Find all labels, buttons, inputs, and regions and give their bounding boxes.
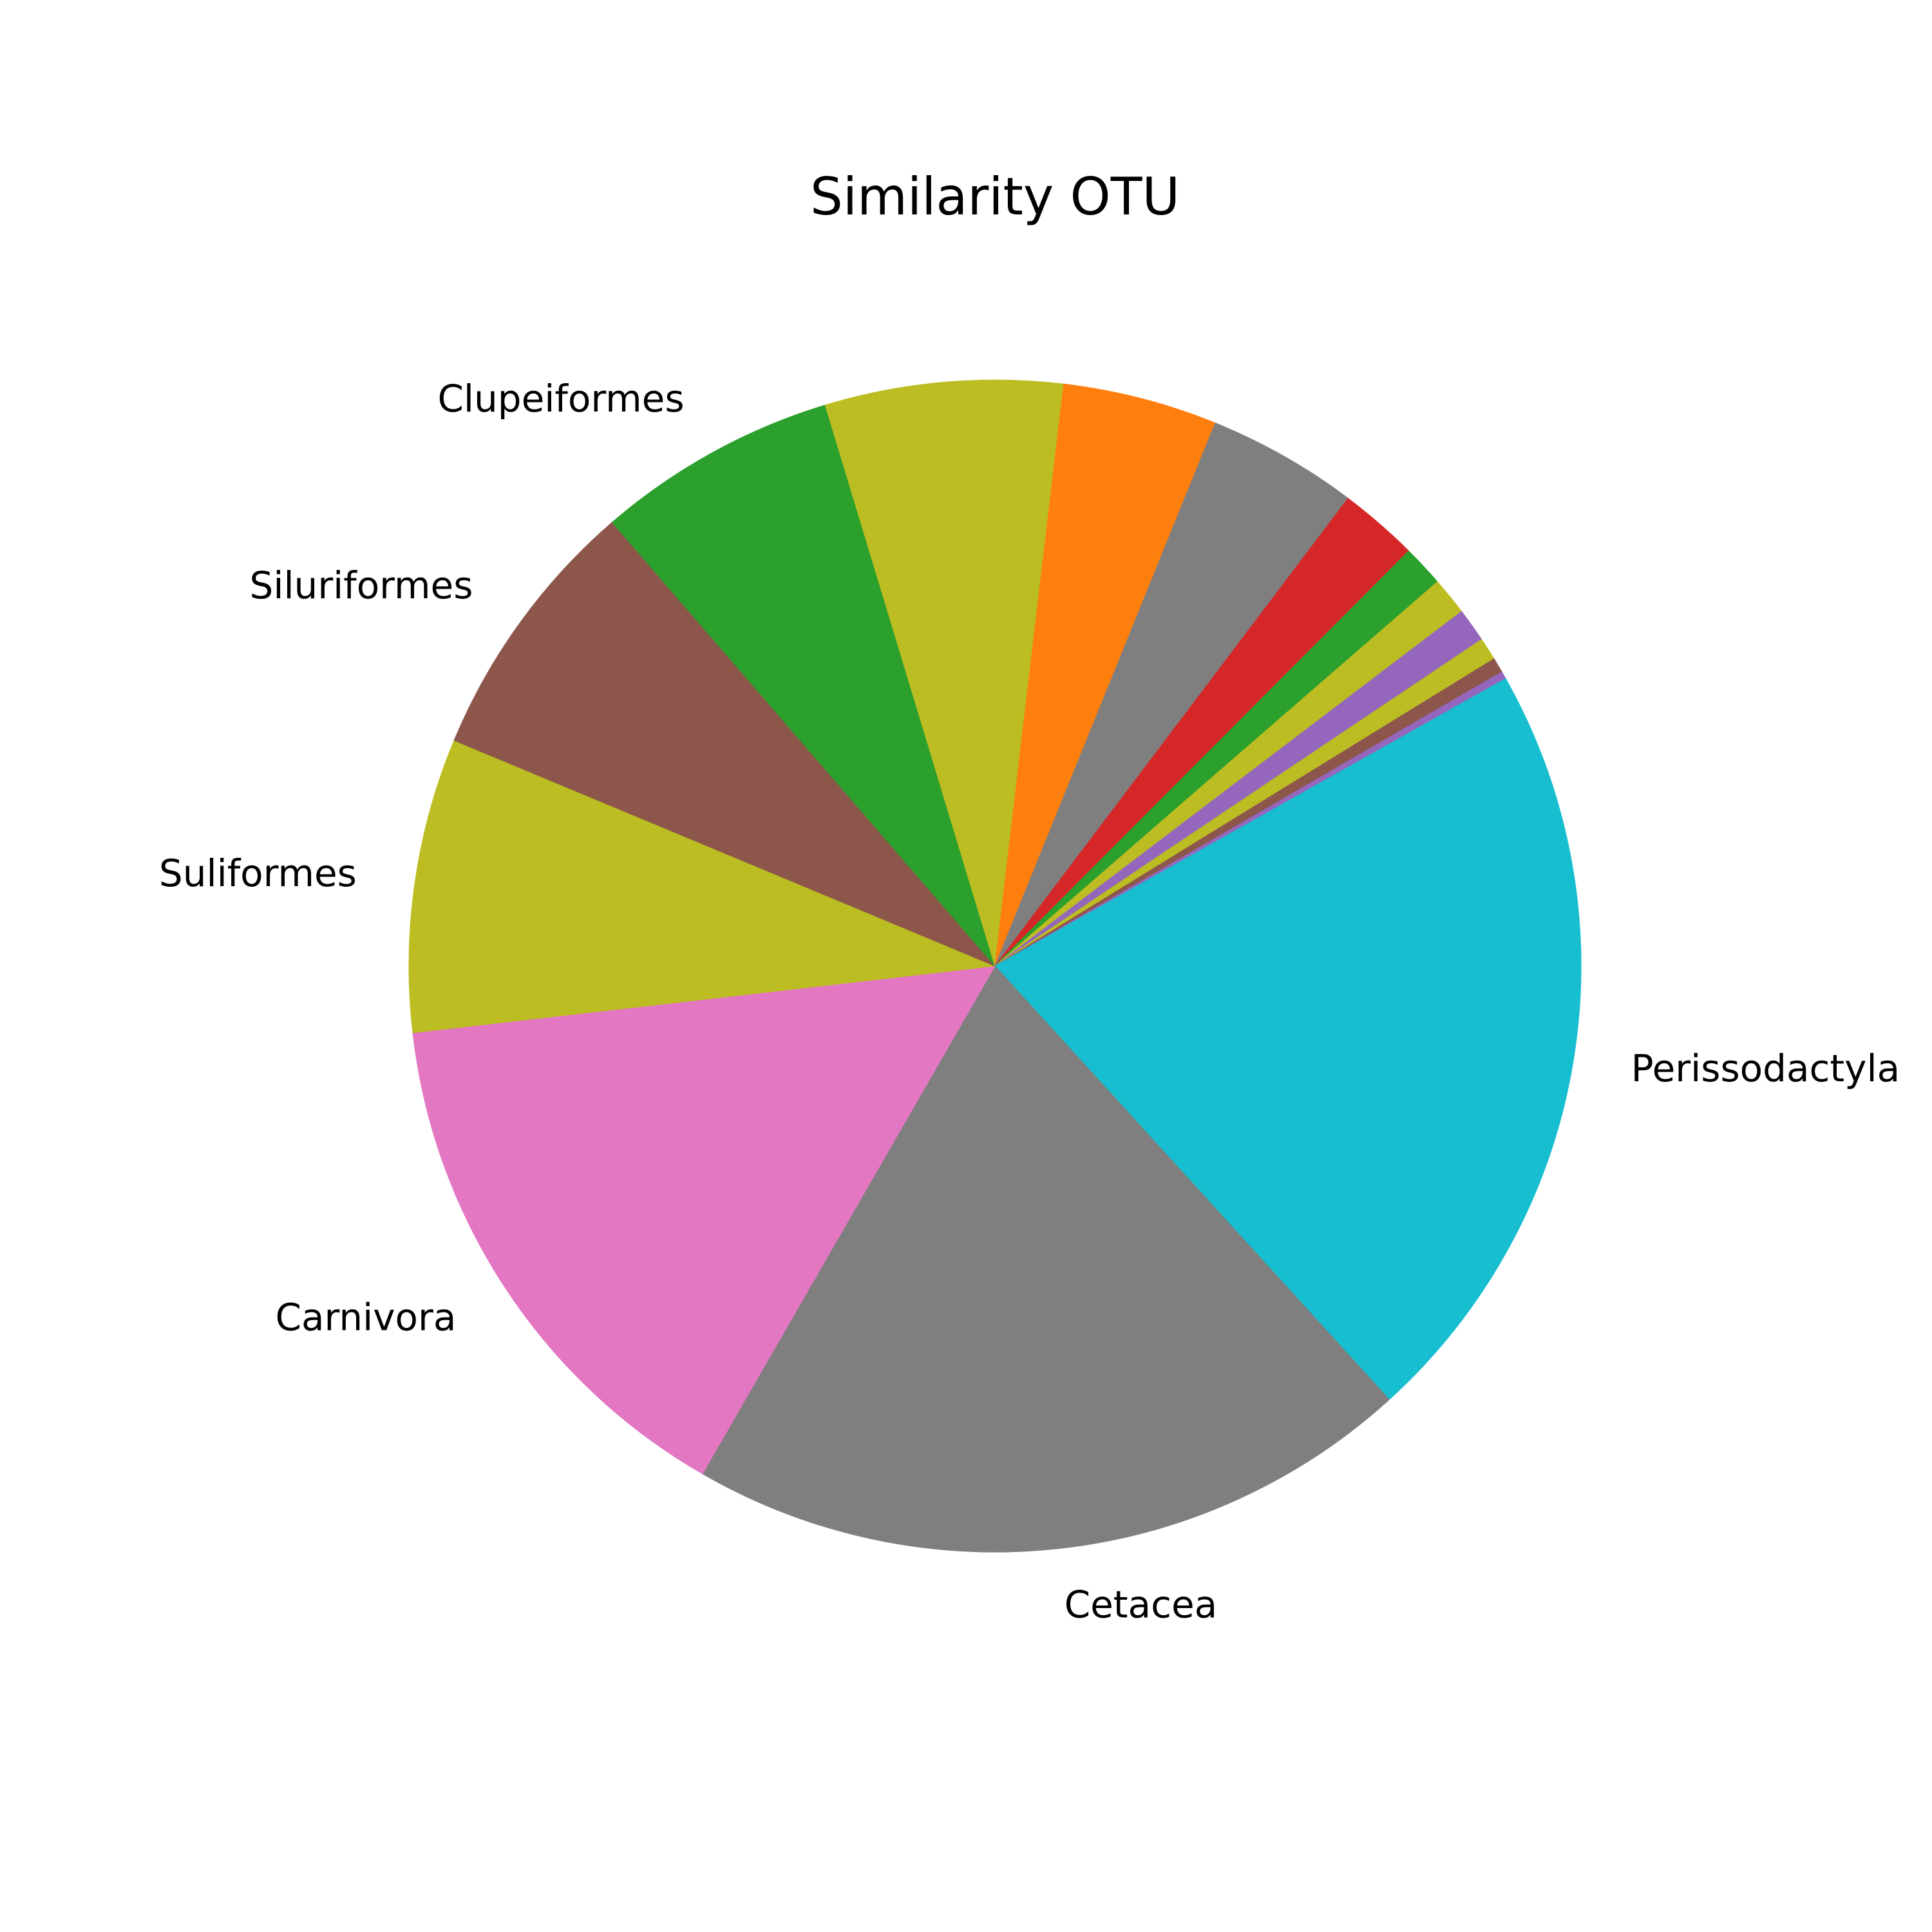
pie-slice-6 [824, 379, 1065, 967]
pie-slice-siluriformes [453, 522, 996, 967]
slice-label-clupeiformes: Clupeiformes [437, 377, 684, 421]
pie-slice-perissodactyla [994, 681, 1582, 1400]
slice-label-cetacea: Cetacea [1065, 1582, 1218, 1626]
pie-slice-carnivora [412, 965, 996, 1475]
pie-slice-suliformes [408, 740, 996, 1034]
pie-slice-8 [994, 422, 1349, 967]
chart-title: Similarity OTU [810, 167, 1180, 227]
pie-slice-7 [994, 383, 1216, 967]
slice-label-carnivora: Carnivora [275, 1296, 456, 1340]
slice-label-perissodactyla: Perissodactyla [1631, 1046, 1900, 1090]
pie-slices [408, 379, 1582, 1553]
pie-slice-cetacea [702, 965, 1390, 1553]
pie-labels: Perissodactyla Cetacea Carnivora Suliformes… [159, 377, 1900, 1626]
slice-label-suliformes: Suliformes [159, 851, 357, 895]
pie-slice-clupeiformes [611, 404, 996, 967]
slice-label-siluriformes: Siluriformes [250, 564, 473, 607]
pie-slice-16 [994, 677, 1508, 967]
